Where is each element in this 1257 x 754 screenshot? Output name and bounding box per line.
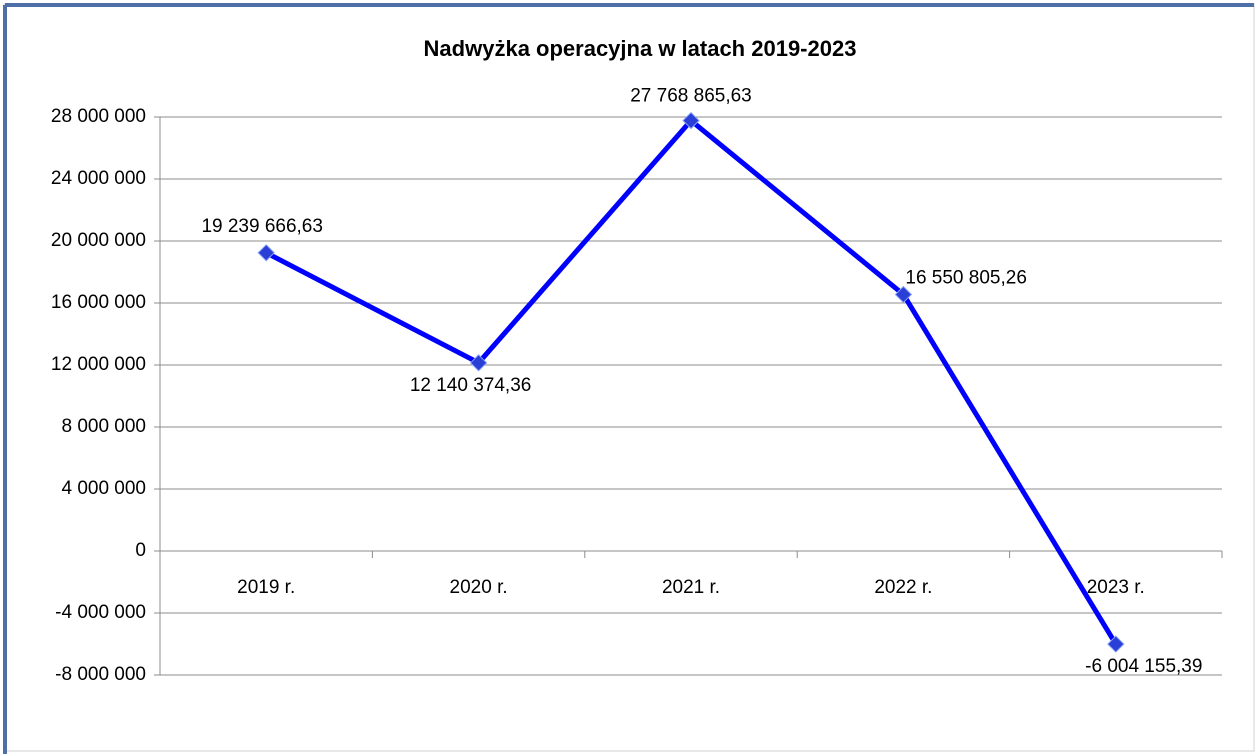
marker [894,285,913,304]
data-label: 19 239 666,63 [201,216,323,237]
y-tick-label: 4 000 000 [61,478,146,499]
marker [682,111,700,130]
y-tick-label: 8 000 000 [61,416,146,437]
y-tick-label: -4 000 000 [55,602,146,623]
y-tick-label: 12 000 000 [51,354,146,375]
marker [257,244,275,262]
x-tick-label: 2023 r. [1087,577,1145,598]
y-tick-label: 28 000 000 [51,106,146,127]
x-tick-label: 2021 r. [662,577,720,598]
y-tick-label: 24 000 000 [51,168,146,189]
marker [469,354,488,372]
chart-title: Nadwyżka operacyjna w latach 2019-2023 [424,36,857,61]
y-tick-label: 16 000 000 [51,292,146,313]
y-tick-label: 20 000 000 [51,230,146,251]
marker [1107,635,1125,653]
x-tick-label: 2020 r. [450,577,508,598]
y-tick-label: -8 000 000 [55,664,146,685]
x-tick-label: 2019 r. [237,577,295,598]
chart-frame [3,3,1255,752]
x-tick-label: 2022 r. [874,577,932,598]
data-label: 16 550 805,26 [905,267,1027,288]
data-label: -6 004 155,39 [1085,656,1202,677]
y-tick-label: 0 [135,540,146,561]
data-label: 27 768 865,63 [630,86,752,107]
data-label: 12 140 374,36 [410,375,532,396]
